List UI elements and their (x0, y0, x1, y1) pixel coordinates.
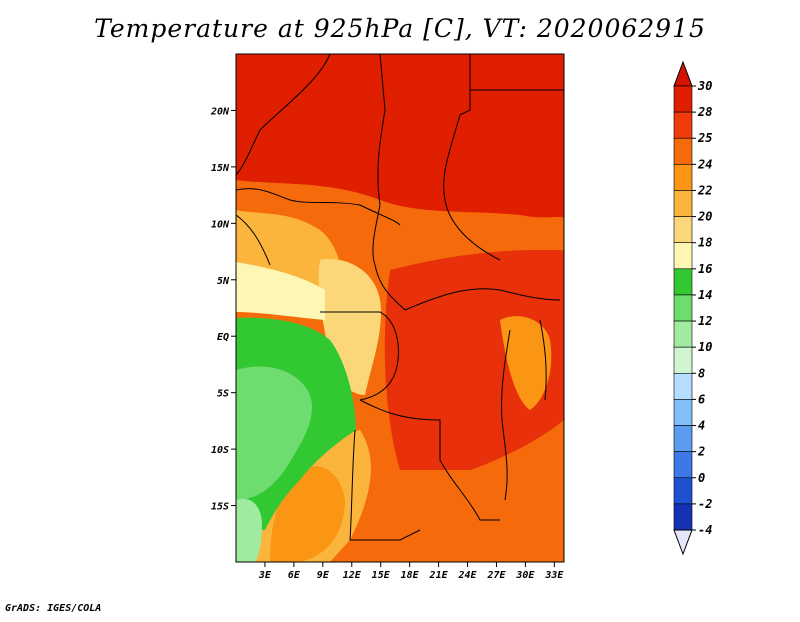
lat-tick-label: 20N (210, 106, 230, 117)
lon-tick-label: 27E (486, 570, 506, 581)
colorbar-label: 14 (698, 288, 712, 302)
lat-tick-label: 5S (217, 389, 229, 400)
temperature-field (236, 54, 564, 562)
border-line (236, 188, 401, 226)
colorbar-swatch (673, 137, 693, 165)
lat-tick-label: EQ (217, 332, 229, 343)
colorbar-label: 0 (698, 471, 705, 485)
colorbar-label: 30 (697, 79, 712, 93)
map-frame (235, 53, 565, 563)
lat-tick-label: 10S (211, 445, 229, 456)
border-line (236, 214, 271, 266)
lon-tick-label: 9E (317, 570, 330, 581)
lon-tick-label: 3E (258, 570, 272, 581)
colorbar-swatch (673, 268, 693, 296)
border-line (236, 54, 331, 176)
border-line (377, 54, 386, 206)
colorbar-label: 18 (698, 236, 712, 250)
colorbar-label: -4 (698, 523, 712, 537)
colorbar-swatch (673, 164, 693, 191)
colorbar-label: 22 (697, 183, 712, 197)
colorbar-bottom-triangle (673, 529, 693, 556)
colorbar-swatch (673, 216, 693, 244)
lat-tick-label: 15S (211, 502, 229, 513)
lat-tick-label: 10N (211, 219, 230, 230)
colorbar-label: 2 (697, 445, 705, 459)
field-east-highland (500, 316, 552, 410)
lon-tick-label: 21E (429, 570, 449, 581)
colorbar-label: 10 (698, 340, 712, 354)
colorbar-label: 28 (697, 105, 712, 119)
colorbar-label: 16 (698, 262, 712, 276)
colorbar-label: 24 (697, 157, 712, 171)
colorbar-label: 25 (697, 131, 712, 145)
lon-tick-label: 12E (343, 570, 362, 581)
border-line (404, 288, 561, 311)
border-line (372, 204, 406, 311)
lon-tick-label: 18E (401, 570, 420, 581)
chart-title: Temperature at 925hPa [C], VT: 202006291… (94, 14, 706, 43)
lat-tick-label: 5N (217, 276, 230, 287)
border-line (501, 329, 511, 501)
border-line (539, 319, 547, 401)
field-central-red (384, 250, 564, 470)
border-line (320, 311, 399, 401)
colorbar-swatch (673, 85, 693, 113)
lon-tick-label: 6E (288, 570, 301, 581)
lon-tick-label: 15E (372, 570, 391, 581)
colorbar-label: 12 (698, 314, 712, 328)
lon-tick-label: 30E (515, 570, 535, 581)
colorbar-top-triangle (673, 60, 693, 87)
colorbar-label: 20 (697, 210, 712, 224)
colorbar-swatch (673, 451, 693, 479)
colorbar-label: -2 (698, 497, 712, 511)
country-borders (236, 54, 564, 541)
colorbar-swatch (673, 399, 693, 426)
latitude-axis: 20N 15N 10N 5N EQ 5S 10S 15S (210, 106, 236, 513)
colorbar-label: 8 (698, 366, 705, 380)
colorbar-swatch (673, 111, 693, 139)
colorbar-swatch (673, 425, 693, 452)
lon-tick-label: 33E (544, 570, 564, 581)
colorbar-swatch (673, 294, 693, 322)
field-ocean-light-green (236, 366, 312, 500)
colorbar-swatch (673, 503, 693, 531)
longitude-axis: 3E 6E 9E 12E 15E 18E 21E 24E 27E 30E 33E (258, 562, 564, 581)
field-ocean-pale-green (236, 498, 262, 562)
colorbar-swatch (673, 320, 693, 348)
lon-tick-label: 24E (457, 570, 477, 581)
border-line (349, 429, 421, 541)
colorbar-label: 6 (698, 392, 705, 406)
colorbar-label: 4 (698, 419, 705, 433)
colorbar-swatch (673, 372, 693, 400)
border-line (443, 54, 501, 261)
colorbar-swatch (673, 242, 693, 270)
colorbar-swatch (673, 190, 693, 217)
colorbar-swatch (673, 346, 693, 374)
lat-tick-label: 15N (211, 163, 230, 174)
border-line (359, 399, 500, 521)
footer-credit: GrADS: IGES/COLA (5, 603, 102, 614)
colorbar-swatch (673, 477, 693, 505)
field-ocean-pale (236, 262, 325, 320)
